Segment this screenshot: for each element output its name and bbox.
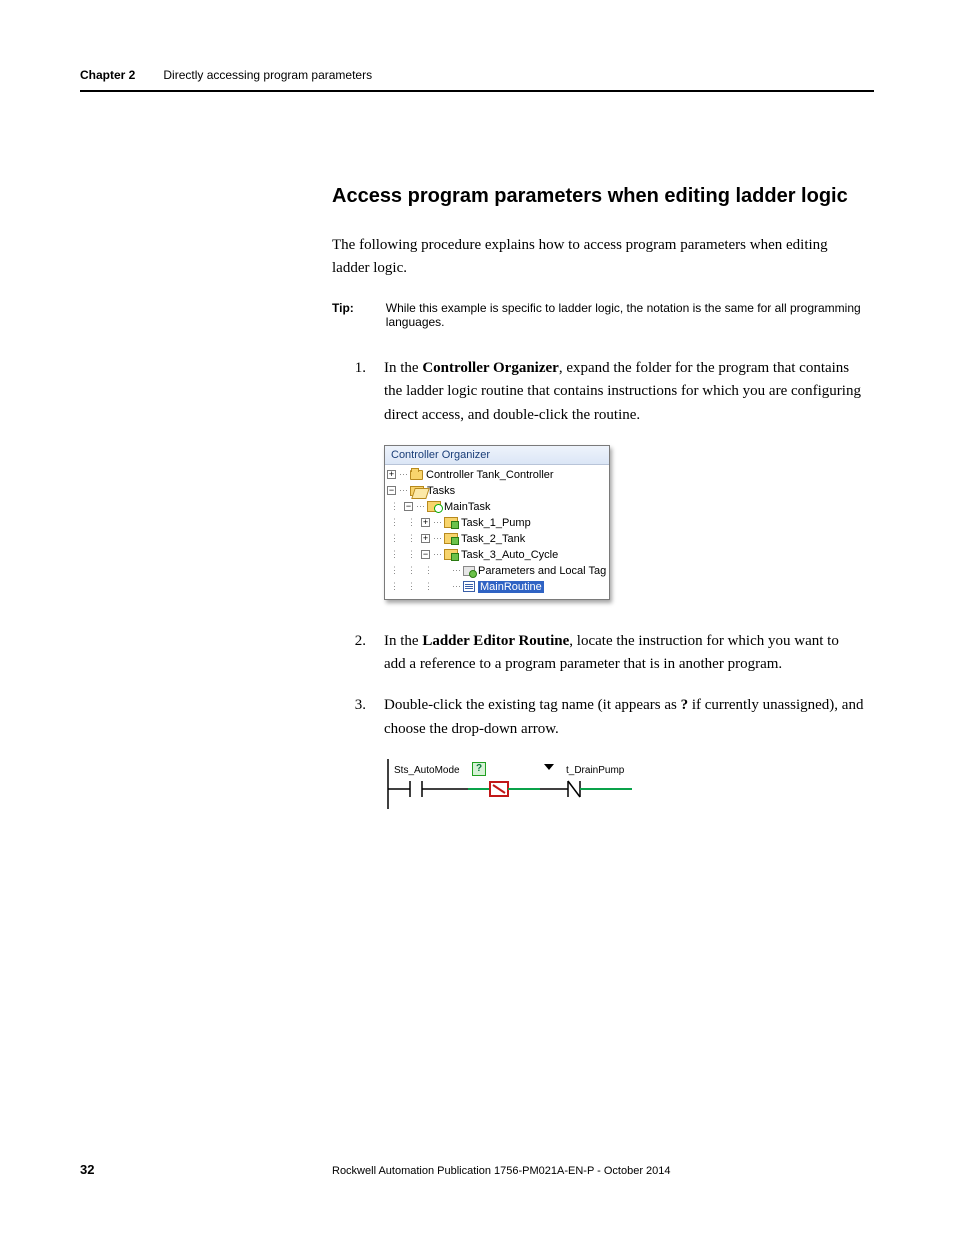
footer-text: Rockwell Automation Publication 1756-PM0… (332, 1165, 671, 1177)
dropdown-arrow-icon (544, 764, 554, 770)
tip-label: Tip: (332, 301, 354, 329)
intro-paragraph: The following procedure explains how to … (332, 234, 864, 279)
controller-organizer-tree: +⋯Controller Tank_Controller−⋯Tasks⋮ −⋯M… (385, 465, 609, 599)
collapse-icon[interactable]: − (421, 550, 430, 559)
step-number: 1. (332, 357, 366, 427)
tree-label: Task_3_Auto_Cycle (461, 549, 558, 561)
tree-row[interactable]: ⋮ ⋮ −⋯Task_3_Auto_Cycle (387, 547, 607, 563)
expand-icon[interactable]: + (387, 470, 396, 479)
header-rule (80, 90, 874, 92)
step-3: 3. Double-click the existing tag name (i… (332, 694, 864, 741)
page-number: 32 (80, 1162, 332, 1177)
prog-icon (444, 533, 458, 544)
step-bold: Ladder Editor Routine (422, 633, 569, 649)
tree-label: Tasks (427, 485, 455, 497)
tree-label: Parameters and Local Tag (478, 565, 606, 577)
step-1: 1. In the Controller Organizer, expand t… (332, 357, 864, 427)
tree-row[interactable]: ⋮ −⋯MainTask (387, 499, 607, 515)
task-icon (427, 501, 441, 512)
expand-icon[interactable]: + (421, 534, 430, 543)
tree-label: Task_2_Tank (461, 533, 525, 545)
tree-label: Controller Tank_Controller (426, 469, 554, 481)
collapse-icon[interactable]: − (387, 486, 396, 495)
controller-organizer-title: Controller Organizer (385, 446, 609, 465)
tree-row[interactable]: ⋮ ⋮ +⋯Task_2_Tank (387, 531, 607, 547)
main-content: Access program parameters when editing l… (332, 185, 864, 809)
step-number: 3. (332, 694, 366, 741)
tree-row[interactable]: −⋯Tasks (387, 483, 607, 499)
collapse-icon[interactable]: − (404, 502, 413, 511)
step-2: 2. In the Ladder Editor Routine, locate … (332, 630, 864, 677)
step-bold: Controller Organizer (422, 360, 559, 376)
page-header: Chapter 2 Directly accessing program par… (80, 68, 874, 82)
step-bold: ? (681, 697, 689, 713)
tree-label: MainRoutine (478, 581, 544, 593)
tags-icon (463, 566, 475, 576)
chapter-title: Directly accessing program parameters (163, 68, 372, 82)
tree-row[interactable]: ⋮ ⋮ +⋯Task_1_Pump (387, 515, 607, 531)
tree-row[interactable]: +⋯Controller Tank_Controller (387, 467, 607, 483)
page-footer: 32 Rockwell Automation Publication 1756-… (80, 1162, 874, 1177)
tree-label: MainTask (444, 501, 490, 513)
step-body: In the Ladder Editor Routine, locate the… (384, 630, 864, 677)
step-text: Double-click the existing tag name (it a… (384, 697, 681, 713)
step-body: Double-click the existing tag name (it a… (384, 694, 864, 741)
section-title: Access program parameters when editing l… (332, 185, 864, 208)
folder-closed (410, 470, 423, 480)
routine-icon (463, 581, 475, 592)
tree-label: Task_1_Pump (461, 517, 531, 529)
tree-row[interactable]: ⋮ ⋮ ⋮ ⋯Parameters and Local Tag (387, 563, 607, 579)
expand-icon[interactable]: + (421, 518, 430, 527)
step-text: In the (384, 360, 422, 376)
folder-open (410, 486, 424, 496)
controller-organizer-figure: Controller Organizer +⋯Controller Tank_C… (384, 445, 610, 600)
tip-row: Tip: While this example is specific to l… (332, 301, 864, 329)
chapter-label: Chapter 2 (80, 68, 135, 82)
tip-text: While this example is specific to ladder… (386, 301, 864, 329)
ladder-tag-right: t_DrainPump (566, 765, 624, 776)
tree-row[interactable]: ⋮ ⋮ ⋮ ⋯MainRoutine (387, 579, 607, 595)
step-number: 2. (332, 630, 366, 677)
ladder-figure: Sts_AutoMode ? t_DrainPump (384, 759, 632, 809)
step-body: In the Controller Organizer, expand the … (384, 357, 864, 427)
ladder-tag-left: Sts_AutoMode (394, 765, 460, 776)
prog-icon (444, 549, 458, 560)
unknown-tag-box: ? (472, 762, 486, 776)
step-text: In the (384, 633, 422, 649)
prog-icon (444, 517, 458, 528)
